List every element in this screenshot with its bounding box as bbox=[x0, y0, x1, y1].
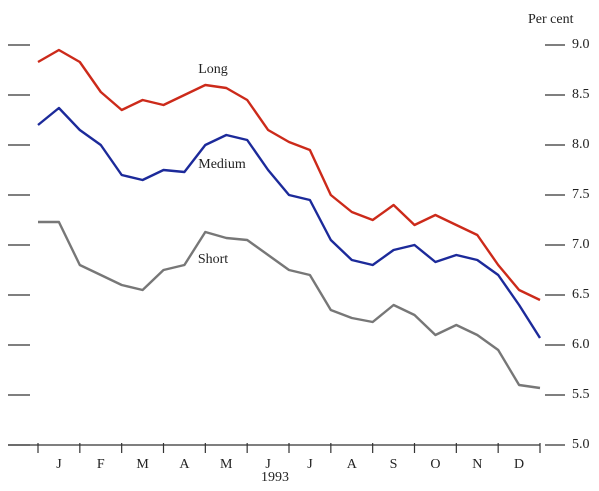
x-tick-label: A bbox=[179, 457, 190, 472]
x-tick-label: J bbox=[56, 457, 62, 472]
x-tick-label: J bbox=[265, 457, 271, 472]
series-label: Medium bbox=[198, 157, 246, 172]
x-tick-label: O bbox=[430, 457, 440, 472]
y-tick-label: 7.0 bbox=[572, 237, 590, 252]
y-tick-label: 9.0 bbox=[572, 37, 590, 52]
x-axis-label: 1993 bbox=[261, 470, 289, 485]
x-tick-label: F bbox=[97, 457, 105, 472]
y-tick-label: 6.5 bbox=[572, 287, 590, 302]
x-tick-label: D bbox=[514, 457, 524, 472]
x-tick-label: J bbox=[307, 457, 313, 472]
series-line bbox=[37, 106, 542, 339]
y-tick-label: 7.5 bbox=[572, 187, 590, 202]
series-line bbox=[38, 220, 541, 390]
x-tick-label: A bbox=[347, 457, 358, 472]
y-tick-label: 8.5 bbox=[572, 87, 590, 102]
series-label: Long bbox=[198, 62, 228, 77]
y-tick-label: 5.0 bbox=[572, 437, 590, 452]
series-line bbox=[37, 48, 541, 302]
y-axis-label: Per cent bbox=[528, 12, 574, 27]
series-label: Short bbox=[198, 252, 228, 267]
y-tick-label: 8.0 bbox=[572, 137, 590, 152]
y-tick-label: 5.5 bbox=[572, 387, 590, 402]
x-tick-label: S bbox=[390, 457, 398, 472]
x-tick-label: M bbox=[136, 457, 149, 472]
x-tick-label: M bbox=[220, 457, 233, 472]
y-tick-label: 6.0 bbox=[572, 337, 590, 352]
x-tick-label: N bbox=[472, 457, 482, 472]
